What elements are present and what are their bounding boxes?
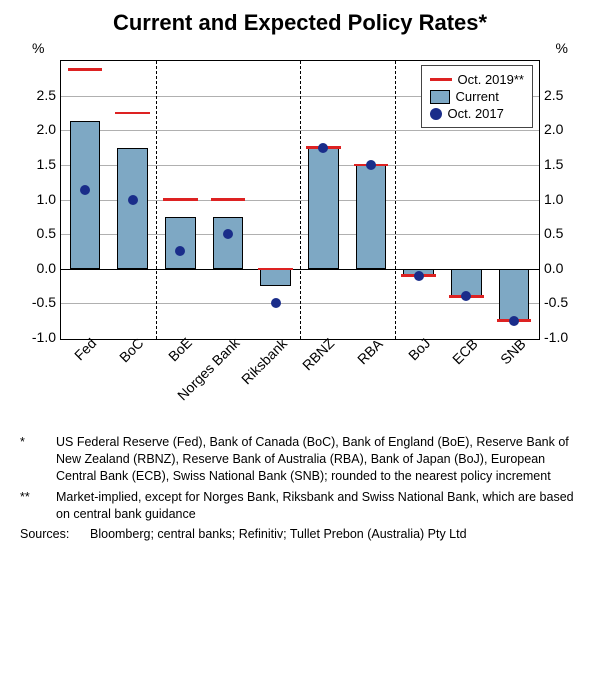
bar bbox=[308, 148, 339, 269]
legend-row-oct2019: Oct. 2019** bbox=[430, 72, 525, 87]
group-divider bbox=[395, 61, 396, 339]
y-tick-right: -0.5 bbox=[544, 294, 568, 310]
legend: Oct. 2019** Current Oct. 2017 bbox=[421, 65, 534, 128]
x-label: RBNZ bbox=[299, 335, 337, 373]
footnote-dstar-marker: ** bbox=[20, 489, 56, 523]
legend-row-current: Current bbox=[430, 89, 525, 104]
oct2019-marker bbox=[68, 68, 103, 71]
oct2017-marker bbox=[271, 298, 281, 308]
oct2019-marker bbox=[163, 198, 198, 201]
y-unit-left: % bbox=[32, 40, 44, 56]
legend-row-oct2017: Oct. 2017 bbox=[430, 106, 525, 121]
legend-dash-icon bbox=[430, 78, 452, 81]
y-tick-left: 0.0 bbox=[37, 260, 56, 276]
chart-container: Current and Expected Policy Rates* % % O… bbox=[0, 0, 600, 430]
footnote-star-marker: * bbox=[20, 434, 56, 485]
oct2019-marker bbox=[115, 112, 150, 115]
y-tick-right: 1.0 bbox=[544, 191, 563, 207]
sources-text: Bloomberg; central banks; Refinitiv; Tul… bbox=[90, 526, 467, 543]
plot-region: Oct. 2019** Current Oct. 2017 bbox=[60, 60, 540, 340]
sources-label: Sources: bbox=[20, 526, 90, 543]
bar bbox=[213, 217, 244, 269]
footnote-star-text: US Federal Reserve (Fed), Bank of Canada… bbox=[56, 434, 580, 485]
group-divider bbox=[156, 61, 157, 339]
oct2019-marker bbox=[211, 198, 246, 201]
oct2017-marker bbox=[414, 271, 424, 281]
chart-title: Current and Expected Policy Rates* bbox=[20, 10, 580, 36]
legend-dot-icon bbox=[430, 108, 442, 120]
y-tick-left: 2.5 bbox=[37, 87, 56, 103]
y-tick-left: 2.0 bbox=[37, 121, 56, 137]
legend-box-icon bbox=[430, 90, 450, 104]
y-tick-left: 1.5 bbox=[37, 156, 56, 172]
x-label: Riksbank bbox=[238, 335, 290, 387]
y-tick-right: -1.0 bbox=[544, 329, 568, 345]
oct2017-marker bbox=[509, 316, 519, 326]
bar bbox=[356, 165, 387, 269]
y-unit-right: % bbox=[556, 40, 568, 56]
footnote-star: * US Federal Reserve (Fed), Bank of Cana… bbox=[20, 434, 580, 485]
legend-current-label: Current bbox=[456, 89, 499, 104]
legend-oct2017-label: Oct. 2017 bbox=[448, 106, 504, 121]
y-tick-right: 2.0 bbox=[544, 121, 563, 137]
group-divider bbox=[300, 61, 301, 339]
bar bbox=[499, 269, 530, 321]
oct2019-marker bbox=[258, 268, 293, 271]
footnotes: * US Federal Reserve (Fed), Bank of Cana… bbox=[0, 430, 600, 557]
y-tick-left: 1.0 bbox=[37, 191, 56, 207]
oct2017-marker bbox=[223, 229, 233, 239]
footnote-dstar-text: Market-implied, except for Norges Bank, … bbox=[56, 489, 580, 523]
y-tick-left: 0.5 bbox=[37, 225, 56, 241]
legend-oct2019-label: Oct. 2019** bbox=[458, 72, 525, 87]
bar bbox=[117, 148, 148, 269]
y-tick-left: -1.0 bbox=[32, 329, 56, 345]
y-tick-left: -0.5 bbox=[32, 294, 56, 310]
y-tick-right: 2.5 bbox=[544, 87, 563, 103]
oct2017-marker bbox=[461, 291, 471, 301]
y-tick-right: 1.5 bbox=[544, 156, 563, 172]
footnote-dstar: ** Market-implied, except for Norges Ban… bbox=[20, 489, 580, 523]
oct2017-marker bbox=[318, 143, 328, 153]
y-tick-right: 0.5 bbox=[544, 225, 563, 241]
bar bbox=[165, 217, 196, 269]
chart-area: % % Oct. 2019** Current Oct. 2017 -1.0 -1… bbox=[20, 40, 580, 420]
bar bbox=[260, 269, 291, 286]
oct2017-marker bbox=[128, 195, 138, 205]
y-tick-right: 0.0 bbox=[544, 260, 563, 276]
footnote-sources: Sources: Bloomberg; central banks; Refin… bbox=[20, 526, 580, 543]
oct2017-marker bbox=[366, 160, 376, 170]
